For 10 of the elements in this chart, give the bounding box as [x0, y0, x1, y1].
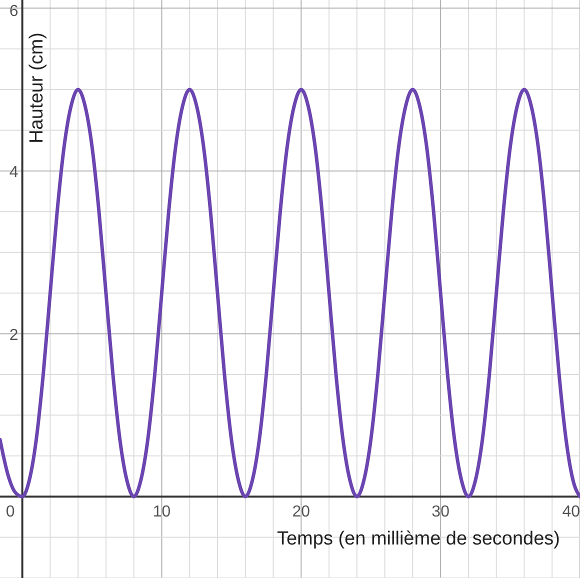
x-tick-label: 40 — [562, 504, 580, 521]
x-tick-label: 10 — [152, 504, 171, 521]
x-tick-label: 0 — [6, 504, 15, 521]
y-axis-title: Hauteur (cm) — [26, 32, 48, 144]
y-tick-label: 2 — [9, 326, 18, 344]
x-tick-label: 20 — [292, 504, 310, 521]
x-axis-title: Temps (en millième de secondes) — [276, 528, 560, 550]
y-tick-label: 6 — [9, 3, 18, 20]
x-tick-label: 30 — [432, 504, 450, 521]
y-tick-label: 4 — [9, 164, 18, 181]
